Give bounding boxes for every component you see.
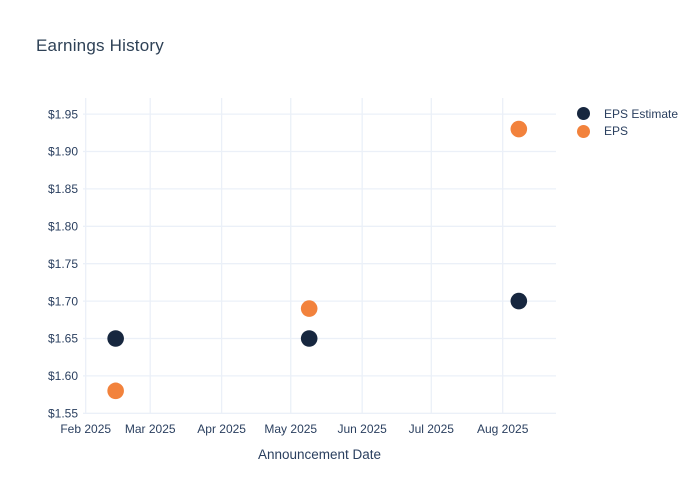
eps-estimate-swatch-icon (577, 107, 590, 121)
data-point-eps (107, 382, 124, 400)
y-tick-label: $1.70 (48, 294, 78, 308)
chart-title: Earnings History (36, 36, 164, 55)
y-tick-label: $1.60 (48, 369, 78, 383)
data-point-eps-estimate (300, 330, 318, 347)
data-point-eps (300, 300, 318, 317)
y-tick-label: $1.80 (48, 220, 78, 234)
y-tick-label: $1.85 (48, 182, 78, 196)
x-tick-label: Mar 2025 (125, 422, 176, 436)
y-tick-label: $1.55 (48, 407, 78, 421)
legend-label-eps: EPS (604, 124, 629, 139)
data-point-eps-estimate (107, 330, 124, 347)
x-axis-title: Announcement Date (257, 447, 382, 462)
x-tick-label: Apr 2025 (197, 422, 246, 436)
chart-legend: EPS Estimate EPS (577, 105, 678, 140)
x-tick-label: Jul 2025 (409, 422, 455, 436)
legend-item-eps[interactable]: EPS (577, 123, 678, 141)
data-point-eps (510, 120, 528, 138)
eps-swatch-icon (577, 124, 590, 138)
x-tick-label: May 2025 (264, 422, 317, 436)
legend-item-eps-estimate[interactable]: EPS Estimate (577, 105, 678, 123)
data-point-eps-estimate (510, 292, 528, 310)
y-tick-label: $1.65 (48, 332, 78, 346)
y-tick-label: $1.95 (48, 107, 78, 121)
y-tick-label: $1.75 (48, 257, 78, 271)
y-tick-label: $1.90 (48, 145, 78, 159)
x-tick-label: Aug 2025 (477, 422, 529, 436)
legend-label-eps-estimate: EPS Estimate (604, 106, 679, 121)
x-tick-label: Feb 2025 (60, 422, 111, 436)
x-tick-label: Jun 2025 (337, 422, 387, 436)
